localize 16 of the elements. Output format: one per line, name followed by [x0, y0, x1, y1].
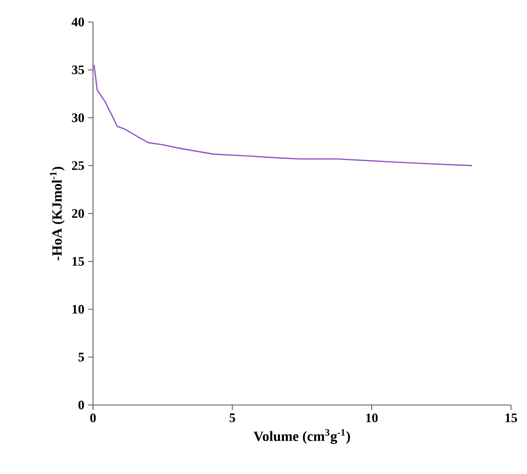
x-tick-label: 0 — [90, 414, 96, 422]
y-tick-label: 15 — [72, 257, 84, 266]
y-tick-label: 30 — [72, 113, 84, 122]
y-tick-label: 10 — [72, 304, 84, 314]
line-series — [94, 64, 473, 166]
y-tick-label: 5 — [78, 352, 84, 362]
x-tick-label: 5 — [230, 414, 236, 422]
y-tick-label: 25 — [72, 161, 84, 170]
x-axis-title: Volume (cm$^{3}$g$^{-1}$) — [254, 429, 350, 444]
y-tick-label: 0 — [78, 400, 84, 410]
y-tick-label: 35 — [72, 66, 84, 74]
y-tick-label: 20 — [72, 209, 84, 218]
x-tick-label: 10 — [366, 414, 378, 422]
y-axis-title: -HoA (KJmol$^{-1}$) — [50, 166, 65, 260]
y-tick-label: 40 — [72, 18, 84, 26]
x-tick-label: 15 — [506, 414, 518, 422]
